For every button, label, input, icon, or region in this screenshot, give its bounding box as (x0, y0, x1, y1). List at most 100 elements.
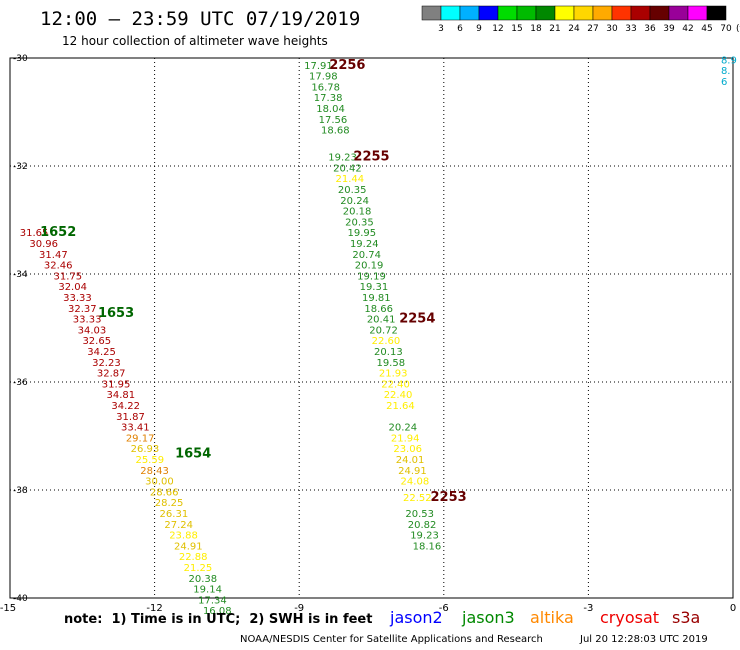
track-time-label: 1653 (98, 306, 134, 321)
wave-height-value: 20.24 (389, 423, 418, 434)
legend-swatch (592, 5, 613, 21)
wave-height-value: 20.13 (374, 347, 403, 358)
y-tick-label: -40 (13, 594, 28, 604)
satellite-jason2: jason2 (390, 608, 443, 627)
legend-bin-label: 18 (530, 24, 542, 34)
wave-height-value: 21.64 (386, 401, 415, 412)
wave-height-value: 18.16 (413, 541, 442, 552)
wave-height-value: 30.00 (145, 477, 174, 488)
x-tick-label: -12 (146, 603, 162, 614)
y-tick-label: -38 (13, 486, 28, 496)
wave-height-value: 32.65 (82, 336, 111, 347)
wave-height-value: 31.65 (20, 228, 49, 239)
wave-height-value: 32.46 (44, 261, 73, 272)
wave-height-value: 19.31 (360, 282, 389, 293)
track-time-label: 1652 (40, 225, 76, 240)
legend-swatch (611, 5, 632, 21)
x-tick-label: -9 (294, 603, 304, 614)
x-tick-label: 0 (730, 603, 736, 614)
legend-swatch (440, 5, 461, 21)
track-time-label: 2255 (353, 150, 389, 165)
legend-bin-label: 6 (457, 24, 463, 34)
edge-value-label: 8. (721, 66, 731, 77)
wave-height-value: 19.23 (328, 153, 357, 164)
wave-height-value: 31.87 (116, 412, 145, 423)
legend-swatch (535, 5, 556, 21)
legend-bin-label: 30 (606, 24, 618, 34)
legend-swatch (706, 5, 727, 21)
satellite-jason3: jason3 (462, 608, 515, 627)
wave-height-value: 18.68 (321, 126, 350, 137)
track-time-label: 1654 (175, 447, 211, 462)
wave-height-value: 23.06 (393, 444, 422, 455)
legend-bin-label: 9 (476, 24, 482, 34)
map-frame (9, 57, 734, 599)
wave-height-value: 20.74 (352, 250, 381, 261)
map-title: 12:00 — 23:59 UTC 07/19/2019 (40, 8, 361, 30)
wave-height-value: 28.66 (150, 487, 179, 498)
wave-height-value: 31.75 (54, 271, 83, 282)
wave-height-value: 34.22 (111, 401, 140, 412)
wave-height-value: 33.41 (121, 423, 150, 434)
wave-height-value: 32.23 (92, 358, 121, 369)
wave-height-value: 19.58 (376, 358, 405, 369)
wave-height-value: 17.56 (319, 115, 348, 126)
legend-swatch (668, 5, 689, 21)
wave-height-value: 20.35 (345, 217, 374, 228)
legend-bin-label: 39 (663, 24, 675, 34)
wave-height-value: 28.25 (155, 498, 184, 509)
legend-swatch (630, 5, 651, 21)
wave-height-value: 29.17 (126, 433, 155, 444)
wave-height-value: 17.34 (198, 595, 227, 606)
y-tick-label: -30 (13, 54, 28, 64)
legend-swatch (573, 5, 594, 21)
y-tick-label: -34 (13, 270, 28, 280)
legend-bin-label: 15 (511, 24, 522, 34)
wave-height-value: 33.33 (73, 315, 102, 326)
legend-bin-label: 42 (682, 24, 693, 34)
x-tick-label: -15 (0, 603, 16, 614)
wave-height-value: 20.42 (333, 163, 362, 174)
legend-swatch (421, 5, 442, 21)
track-time-label: 2256 (329, 58, 365, 73)
wave-height-value: 30.96 (29, 239, 58, 250)
wave-height-value: 32.87 (97, 369, 126, 380)
legend-bin-label: 12 (492, 24, 503, 34)
wave-height-value: 22.60 (372, 336, 401, 347)
wave-height-value: 31.95 (102, 379, 131, 390)
wave-height-value: 20.19 (355, 261, 384, 272)
wave-height-value: 19.23 (410, 531, 439, 542)
wave-height-value: 23.88 (169, 531, 198, 542)
legend-bin-label: 21 (549, 24, 560, 34)
wave-height-value: 20.53 (405, 509, 434, 520)
legend-swatch (649, 5, 670, 21)
wave-height-value: 32.37 (68, 304, 97, 315)
wave-height-value: 24.91 (174, 541, 203, 552)
wave-height-value: 24.01 (396, 455, 425, 466)
wave-height-value: 19.19 (357, 271, 386, 282)
legend-bin-label: 27 (587, 24, 598, 34)
wave-height-value: 20.38 (188, 574, 217, 585)
wave-height-value: 33.33 (63, 293, 92, 304)
wave-height-value: 18.66 (364, 304, 393, 315)
wave-height-value: 24.91 (398, 466, 427, 477)
wave-height-value: 21.93 (379, 369, 408, 380)
footer-timestamp: Jul 20 12:28:03 UTC 2019 (580, 634, 708, 645)
legend-swatch (497, 5, 518, 21)
legend-bin-label: 3 (438, 24, 444, 34)
legend-swatch (478, 5, 499, 21)
footer-credit: NOAA/NESDIS Center for Satellite Applica… (240, 634, 543, 645)
wave-height-value: 20.18 (343, 207, 372, 218)
edge-value-label: 8.9 (721, 55, 737, 66)
wave-height-value: 20.82 (408, 520, 437, 531)
wave-height-value: 26.93 (131, 444, 160, 455)
wave-height-value: 22.40 (381, 379, 410, 390)
wave-height-value: 34.81 (107, 390, 136, 401)
wave-height-value: 25.59 (135, 455, 164, 466)
wave-height-value: 16.78 (311, 82, 340, 93)
satellite-cryosat: cryosat (600, 608, 660, 627)
wave-height-value: 26.31 (160, 509, 189, 520)
wave-height-value: 31.47 (39, 250, 68, 261)
wave-height-value: 22.88 (179, 552, 208, 563)
